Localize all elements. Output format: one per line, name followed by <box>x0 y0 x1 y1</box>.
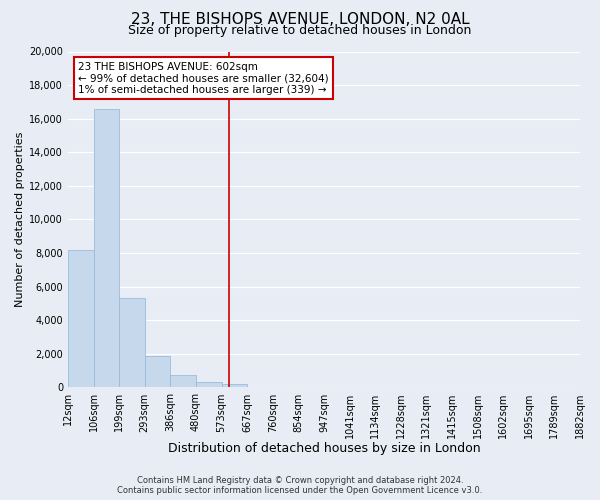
Bar <box>221 384 247 388</box>
X-axis label: Distribution of detached houses by size in London: Distribution of detached houses by size … <box>167 442 480 455</box>
Y-axis label: Number of detached properties: Number of detached properties <box>15 132 25 307</box>
Bar <box>94 108 119 388</box>
Text: 23 THE BISHOPS AVENUE: 602sqm
← 99% of detached houses are smaller (32,604)
1% o: 23 THE BISHOPS AVENUE: 602sqm ← 99% of d… <box>78 62 329 95</box>
Bar <box>196 382 221 388</box>
Text: Contains HM Land Registry data © Crown copyright and database right 2024.
Contai: Contains HM Land Registry data © Crown c… <box>118 476 482 495</box>
Bar <box>170 375 196 388</box>
Bar <box>145 356 170 388</box>
Bar <box>119 298 145 388</box>
Text: Size of property relative to detached houses in London: Size of property relative to detached ho… <box>128 24 472 37</box>
Text: 23, THE BISHOPS AVENUE, LONDON, N2 0AL: 23, THE BISHOPS AVENUE, LONDON, N2 0AL <box>131 12 469 28</box>
Bar <box>68 250 94 388</box>
